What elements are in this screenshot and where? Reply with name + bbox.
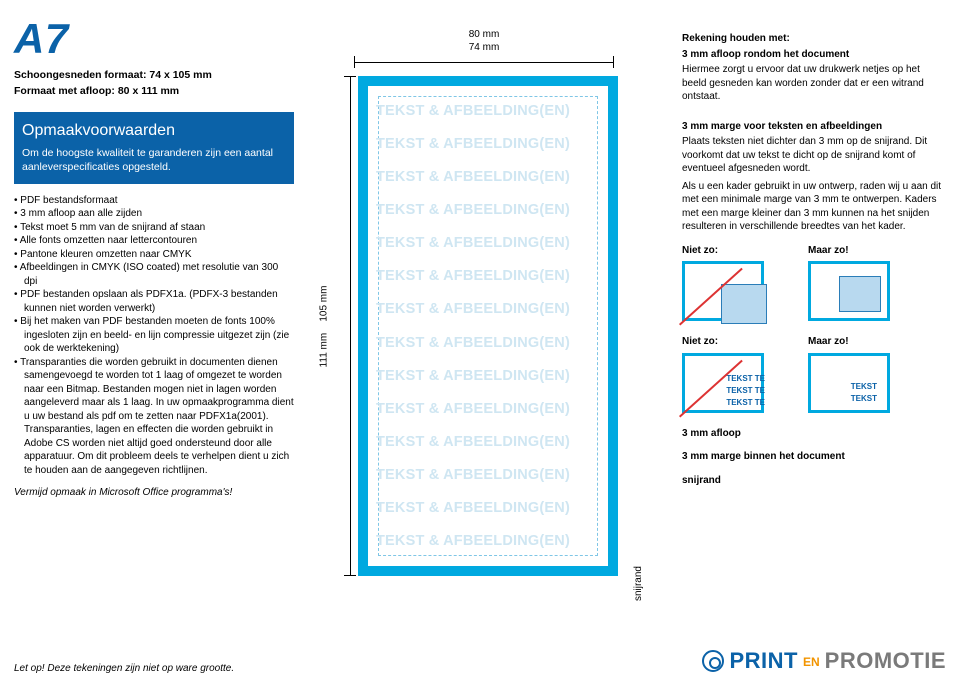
snijrand-label: snijrand <box>633 566 644 601</box>
mock-text-line: TEKST & AFBEELDING(EN) <box>370 335 606 351</box>
placed-image-icon <box>839 276 881 312</box>
ex-box-right-img <box>808 261 890 321</box>
footer-note: Let op! Deze tekeningen zijn niet op war… <box>14 663 234 674</box>
mock-text-line: TEKST & AFBEELDING(EN) <box>370 268 606 284</box>
bullet-item: • Alle fonts omzetten naar lettercontour… <box>14 234 294 248</box>
mock-text-line: TEKST & AFBEELDING(EN) <box>370 235 606 251</box>
margin-rule-title: 3 mm marge voor teksten en afbeeldingen <box>682 120 946 134</box>
legend-trim: snijrand <box>682 474 946 488</box>
example-row-1: Niet zo: Maar zo! <box>682 244 946 322</box>
example-wrong-text: Niet zo: TEKST TE TEKST TE TEKST TE <box>682 335 770 413</box>
dim-height-bleed: 111 mm <box>319 332 330 367</box>
mock-text-line: TEKST & AFBEELDING(EN) <box>370 136 606 152</box>
mock-text-line: TEKST & AFBEELDING(EN) <box>370 434 606 450</box>
label-maarzo-1: Maar zo! <box>808 244 896 258</box>
bullet-item: • PDF bestandsformaat <box>14 194 294 208</box>
mock-text-line: TEKST & AFBEELDING(EN) <box>370 401 606 417</box>
mock-text-line: TEKST & AFBEELDING(EN) <box>370 500 606 516</box>
trimmed-size: Schoongesneden formaat: 74 x 105 mm <box>14 68 294 84</box>
mock-text-line: TEKST & AFBEELDING(EN) <box>370 533 606 549</box>
bullet-item: • Pantone kleuren omzetten naar CMYK <box>14 248 294 262</box>
example-right-text: Maar zo! TEKST TEKST <box>808 335 896 413</box>
margin-section: 3 mm marge voor teksten en afbeeldingen … <box>682 120 946 234</box>
conditions-bullets: • PDF bestandsformaat• 3 mm afloop aan a… <box>14 194 294 478</box>
conditions-body: Om de hoogste kwaliteit te garanderen zi… <box>22 146 286 174</box>
bleed-size: Formaat met afloop: 80 x 111 mm <box>14 84 294 100</box>
keep-in-mind-title: Rekening houden met: <box>682 32 946 46</box>
bleed-rule-title: 3 mm afloop rondom het document <box>682 48 946 62</box>
example-row-2: Niet zo: TEKST TE TEKST TE TEKST TE Maar… <box>682 335 946 413</box>
mock-text-line: TEKST & AFBEELDING(EN) <box>370 169 606 185</box>
logo-en: EN <box>801 655 822 669</box>
legend-bleed: 3 mm afloop <box>682 427 946 441</box>
mock-text-line: TEKST & AFBEELDING(EN) <box>370 202 606 218</box>
bullet-item: • Bij het maken van PDF bestanden moeten… <box>14 315 294 356</box>
logo-print: PRINT <box>729 648 798 674</box>
left-ruler <box>344 76 358 576</box>
label-maarzo-2: Maar zo! <box>808 335 896 349</box>
sample-text: TEKST TE <box>726 398 765 409</box>
mock-text-line: TEKST & AFBEELDING(EN) <box>370 467 606 483</box>
mock-text-line: TEKST & AFBEELDING(EN) <box>370 103 606 119</box>
ex-box-wrong-text: TEKST TE TEKST TE TEKST TE <box>682 353 764 413</box>
example-wrong-image: Niet zo: <box>682 244 770 322</box>
diagram-wrap: 111 mm 105 mm TEKST & AFBEELDING(EN)TEKS… <box>304 76 664 576</box>
bullet-item: • PDF bestanden opslaan als PDFX1a. (PDF… <box>14 288 294 315</box>
legend: 3 mm afloop 3 mm marge binnen het docume… <box>682 427 946 488</box>
mock-text-line: TEKST & AFBEELDING(EN) <box>370 368 606 384</box>
label-nietzo-1: Niet zo: <box>682 244 770 258</box>
center-diagram: 80 mm 74 mm 111 mm 105 mm TEKST & AF <box>304 18 664 674</box>
bullet-item: • Afbeeldingen in CMYK (ISO coated) met … <box>14 261 294 288</box>
format-title: A7 <box>14 18 294 60</box>
bullet-item: • Transparanties die worden gebruikt in … <box>14 356 294 478</box>
format-subtitle: Schoongesneden formaat: 74 x 105 mm Form… <box>14 68 294 100</box>
page-mockup: TEKST & AFBEELDING(EN) TEKST & AFBEELDING… <box>358 76 618 576</box>
left-dimensions: 111 mm 105 mm <box>304 76 344 576</box>
top-ruler-outer <box>354 56 614 70</box>
brand-logo: PRINT EN PROMOTIE <box>702 646 946 674</box>
bullet-item: • 3 mm afloop aan alle zijden <box>14 207 294 221</box>
dim-width-trim: 74 mm <box>304 41 664 54</box>
dim-height-trim: 105 mm <box>319 285 330 321</box>
placed-image-icon <box>721 284 767 324</box>
dim-width-bleed: 80 mm <box>304 28 664 41</box>
sample-text: TEKST TE <box>726 386 765 397</box>
example-right-image: Maar zo! <box>808 244 896 322</box>
label-nietzo-2: Niet zo: <box>682 335 770 349</box>
top-dimensions: 80 mm 74 mm <box>304 28 664 54</box>
bullet-item: • Tekst moet 5 mm van de snijrand af sta… <box>14 221 294 235</box>
conditions-title: Opmaakvoorwaarden <box>22 122 286 140</box>
avoid-office-note: Vermijd opmaak in Microsoft Office progr… <box>14 487 294 498</box>
mock-text-lines: TEKST & AFBEELDING(EN) TEKST & AFBEELDING… <box>370 88 606 564</box>
ex-box-right-text: TEKST TEKST <box>808 353 890 413</box>
sample-text: TEKST <box>851 394 877 405</box>
footer: Let op! Deze tekeningen zijn niet op war… <box>14 646 946 674</box>
legend-margin: 3 mm marge binnen het document <box>682 450 946 464</box>
margin-rule-body2: Als u een kader gebruikt in uw ontwerp, … <box>682 180 946 234</box>
right-column: Rekening houden met: 3 mm afloop rondom … <box>664 18 946 674</box>
bleed-rule-body: Hiermee zorgt u ervoor dat uw drukwerk n… <box>682 63 946 104</box>
ex-box-wrong-img <box>682 261 764 321</box>
mock-text-line: TEKST & AFBEELDING(EN) <box>370 301 606 317</box>
left-column: A7 Schoongesneden formaat: 74 x 105 mm F… <box>14 18 304 674</box>
page: A7 Schoongesneden formaat: 74 x 105 mm F… <box>0 0 960 684</box>
sample-text: TEKST TE <box>726 374 765 385</box>
printer-icon <box>702 650 724 672</box>
margin-rule-body1: Plaats teksten niet dichter dan 3 mm op … <box>682 135 946 176</box>
sample-text: TEKST <box>851 382 877 393</box>
conditions-box: Opmaakvoorwaarden Om de hoogste kwalitei… <box>14 112 294 184</box>
logo-promotie: PROMOTIE <box>825 648 946 674</box>
